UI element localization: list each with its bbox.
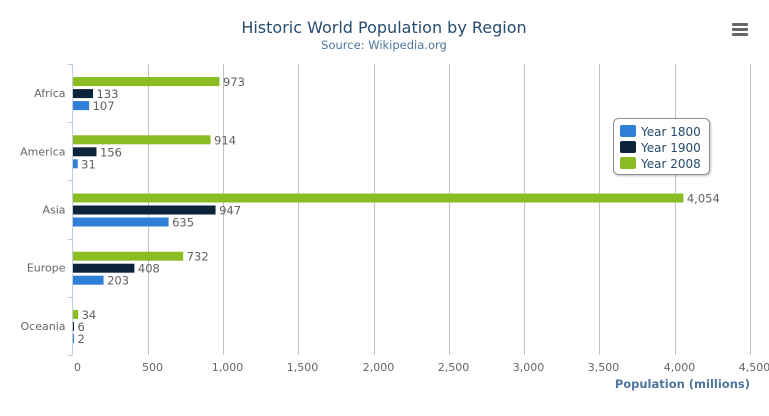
legend-swatch [620,141,636,153]
bar-year-1900 [73,321,74,331]
category-label: Asia [42,204,65,217]
bar-year-2008 [73,77,220,87]
x-tick-label: 4,000 [664,361,696,374]
bar-year-1800 [73,275,104,285]
bar-year-1800 [73,101,90,111]
data-label: 732 [187,250,209,264]
data-label: 4,054 [687,192,720,206]
data-label: 947 [219,204,241,218]
category-label: Europe [27,262,66,275]
data-label: 914 [214,133,236,147]
legend-box [613,118,710,175]
x-tick-label: 2,500 [438,361,470,374]
x-tick-label: 3,000 [513,361,545,374]
x-tick-label: 0 [74,361,81,374]
data-label: 6 [78,320,85,334]
data-label: 203 [107,274,129,288]
x-tick-label: 500 [142,361,163,374]
legend-swatch [620,157,636,169]
legend-label: Year 2008 [640,157,701,171]
data-label: 133 [97,87,119,101]
legend-swatch [620,125,636,137]
bar-year-1800 [73,159,78,169]
legend: Year 1800 Year 1900 Year 2008 [613,118,710,175]
y-axis-title: Population (millions) [615,377,750,391]
legend-label: Year 1900 [640,141,701,155]
legend-item[interactable]: Year 2008 [620,157,701,171]
x-tick-label: 2,000 [363,361,395,374]
category-label: Africa [34,87,65,100]
bar-year-2008 [73,135,211,145]
data-label: 156 [100,145,122,159]
bar-year-1900 [73,205,216,215]
bar-year-2008 [73,193,684,203]
legend-item[interactable]: Year 1900 [620,141,701,155]
data-label: 2 [78,332,85,346]
x-tick-label: 4,500 [739,361,769,374]
bar-year-2008 [73,251,184,261]
x-tick-label: 1,500 [287,361,319,374]
category-label: Oceania [21,320,66,333]
data-label: 408 [138,262,160,276]
bar-year-1900 [73,263,135,273]
hamburger-menu-icon[interactable] [732,23,748,36]
x-tick-label: 1,000 [212,361,244,374]
bar-year-1800 [73,333,74,343]
bar-year-1900 [73,89,94,99]
data-label: 635 [172,216,194,230]
data-label: 34 [82,308,97,322]
legend-item[interactable]: Year 1800 [620,125,701,139]
chart-subtitle: Source: Wikipedia.org [321,38,447,52]
data-label: 973 [223,75,245,89]
data-label: 31 [81,157,96,171]
legend-label: Year 1800 [640,125,701,139]
chart-title: Historic World Population by Region [241,18,526,37]
category-label: America [20,145,65,158]
bar-year-1800 [73,217,169,227]
bar-year-2008 [73,309,79,319]
x-tick-label: 3,500 [588,361,620,374]
data-label: 107 [93,99,115,113]
bar-year-1900 [73,147,97,157]
